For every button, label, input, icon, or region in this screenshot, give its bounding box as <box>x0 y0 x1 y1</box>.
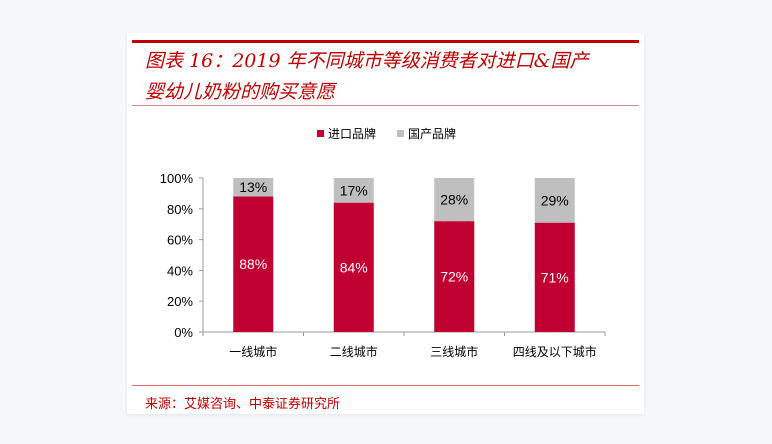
top-rule <box>132 40 639 43</box>
data-label-domestic: 13% <box>239 179 267 195</box>
legend-swatch <box>317 130 324 137</box>
legend-swatch <box>397 130 404 137</box>
y-tick-label: 0% <box>174 325 193 340</box>
data-label-domestic: 17% <box>340 182 368 198</box>
data-label-import: 72% <box>440 269 468 285</box>
title-divider <box>132 105 639 106</box>
data-label-import: 88% <box>239 256 267 272</box>
bar-domestic <box>333 178 374 203</box>
legend-label: 进口品牌 <box>328 127 376 141</box>
x-tick-label: 四线及以下城市 <box>513 344 597 359</box>
x-tick-label: 一线城市 <box>229 344 277 359</box>
bar-import <box>233 196 274 332</box>
y-tick-label: 60% <box>167 233 193 248</box>
legend-label: 国产品牌 <box>408 127 456 141</box>
source-note: 来源：艾媒咨询、中泰证券研究所 <box>145 397 341 412</box>
bar-domestic <box>434 178 475 222</box>
figure-title-line1: 图表 16：2019 年不同城市等级消费者对进口&国产 <box>145 50 589 72</box>
data-label-import: 71% <box>541 269 569 285</box>
bar-import <box>534 222 575 332</box>
source-divider <box>132 385 639 386</box>
y-tick-label: 100% <box>160 171 194 186</box>
figure-title-line2: 婴幼儿奶粉的购买意愿 <box>145 81 336 103</box>
data-label-domestic: 29% <box>541 192 569 208</box>
x-tick-label: 二线城市 <box>330 344 378 359</box>
y-tick-label: 40% <box>167 263 193 278</box>
bar-import <box>434 221 475 332</box>
bar-import <box>333 202 374 332</box>
y-tick-label: 80% <box>167 202 193 217</box>
y-tick-label: 20% <box>167 294 193 309</box>
bar-domestic <box>233 178 274 197</box>
x-tick-label: 三线城市 <box>430 344 478 359</box>
data-label-domestic: 28% <box>440 192 468 208</box>
bar-domestic <box>534 178 575 223</box>
data-label-import: 84% <box>340 259 368 275</box>
